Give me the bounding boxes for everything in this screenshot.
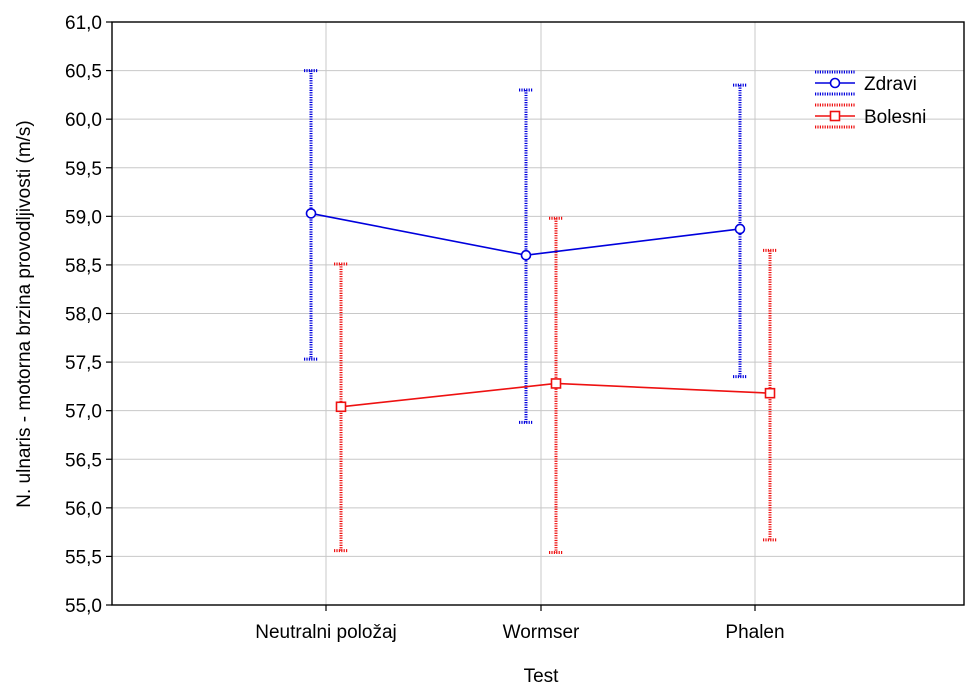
y-tick-label: 61,0 bbox=[65, 13, 102, 34]
y-tick-label: 55,5 bbox=[65, 547, 102, 568]
y-tick-label: 58,0 bbox=[65, 305, 102, 326]
series-markers bbox=[305, 208, 776, 413]
legend-circle-marker bbox=[829, 77, 841, 89]
x-tick-label: Neutralni položaj bbox=[255, 622, 397, 643]
y-tick-label: 58,5 bbox=[65, 256, 102, 277]
data-point-square bbox=[550, 378, 562, 389]
y-tick-label: 60,5 bbox=[65, 62, 102, 83]
data-point-circle bbox=[734, 223, 746, 235]
legend-square-marker bbox=[829, 110, 841, 122]
data-point-square bbox=[764, 387, 776, 399]
y-tick-label: 59,5 bbox=[65, 159, 102, 180]
data-point-circle bbox=[305, 208, 317, 219]
x-axis-title: Test bbox=[524, 666, 560, 687]
legend: Zdravi Bolesni bbox=[815, 70, 926, 129]
legend-label: Zdravi bbox=[864, 74, 917, 95]
y-tick-label: 60,0 bbox=[65, 110, 102, 131]
y-axis-title: N. ulnaris - motorna brzina provodljivos… bbox=[14, 120, 35, 508]
y-tick-label: 55,0 bbox=[65, 596, 102, 617]
y-tick-label: 56,5 bbox=[65, 450, 102, 471]
y-tick-label: 59,0 bbox=[65, 207, 102, 228]
y-tick-label: 57,0 bbox=[65, 402, 102, 423]
x-tick-label: Wormser bbox=[503, 622, 580, 643]
data-point-square bbox=[335, 401, 347, 413]
legend-label: Bolesni bbox=[864, 107, 926, 128]
y-tick-label: 57,5 bbox=[65, 353, 102, 374]
x-tick-label: Phalen bbox=[725, 622, 784, 643]
y-tick-label: 56,0 bbox=[65, 499, 102, 520]
gridlines bbox=[112, 22, 964, 605]
x-axis: Neutralni položaj Wormser Phalen bbox=[255, 605, 785, 643]
y-axis: 55,0 55,5 56,0 56,5 57,0 57,5 58,0 58,5 59,0 59,5… bbox=[65, 13, 112, 617]
data-point-circle bbox=[520, 249, 532, 261]
